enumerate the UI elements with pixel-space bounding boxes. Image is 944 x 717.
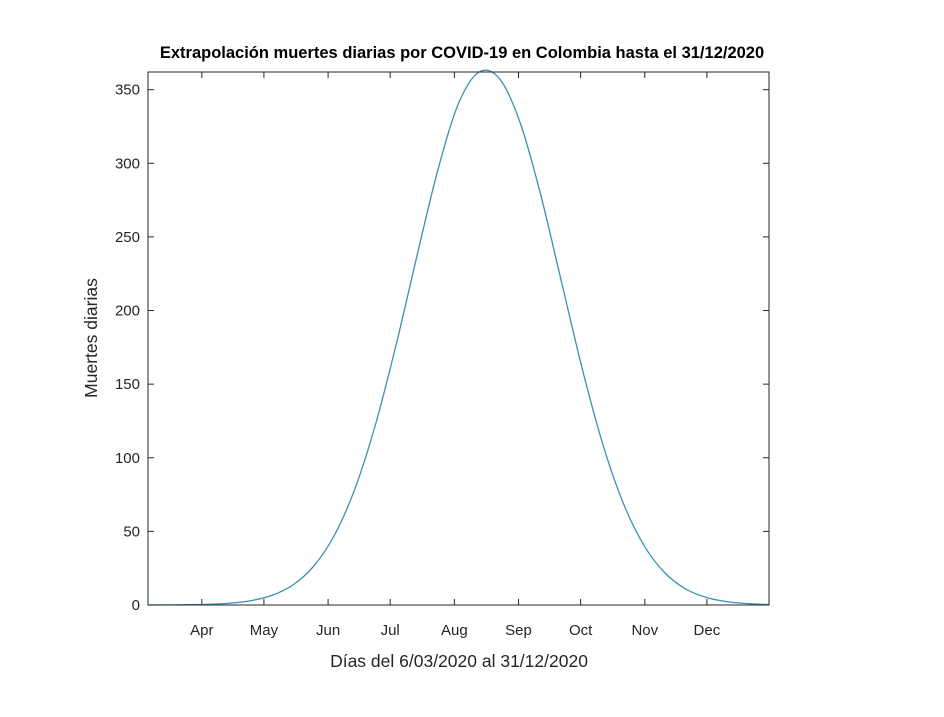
x-tick-label: Jul	[381, 622, 400, 639]
chart-title: Extrapolación muertes diarias por COVID-…	[160, 44, 764, 62]
y-tick-label: 100	[115, 450, 140, 467]
plot-area	[148, 72, 769, 605]
x-axis-ticks: Apr May Jun Jul Aug Sep Oct Nov Dec	[190, 72, 721, 639]
x-tick-label: Dec	[694, 622, 721, 639]
y-axis-label: Muertes diarias	[81, 278, 101, 398]
y-tick-label: 0	[132, 597, 140, 614]
x-tick-label: Apr	[190, 622, 213, 639]
x-tick-label: Jun	[316, 622, 340, 639]
x-tick-label: Oct	[569, 622, 593, 639]
x-tick-label: Nov	[631, 622, 658, 639]
y-tick-label: 300	[115, 155, 140, 172]
y-tick-label: 150	[115, 376, 140, 393]
plot-box	[147, 71, 770, 606]
series-line	[147, 69, 770, 606]
y-tick-label: 50	[123, 523, 140, 540]
y-axis-ticks: 0 50 100 150 200 250 300 350	[115, 82, 769, 614]
x-tick-label: Sep	[505, 622, 532, 639]
y-tick-label: 350	[115, 82, 140, 99]
y-tick-label: 200	[115, 303, 140, 320]
y-tick-label: 250	[115, 229, 140, 246]
x-tick-label: May	[250, 622, 279, 639]
x-tick-label: Aug	[441, 622, 468, 639]
x-axis-label: Días del 6/03/2020 al 31/12/2020	[330, 651, 588, 671]
